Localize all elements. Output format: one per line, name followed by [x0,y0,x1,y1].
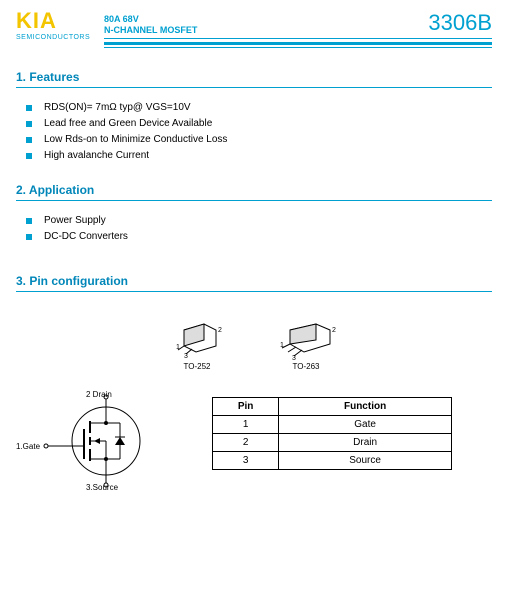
bullet-text: Low Rds-on to Minimize Conductive Loss [44,134,227,145]
bullet-icon [26,121,32,127]
svg-text:3: 3 [184,353,188,360]
svg-text:2: 2 [332,327,336,334]
table-cell: 3 [213,452,279,470]
header: KIA SEMICONDUCTORS 80A 68V N-CHANNEL MOS… [16,10,492,48]
package-to252: 1 3 2 TO-252 [170,320,224,371]
list-item: DC-DC Converters [26,231,492,242]
header-right: 80A 68V N-CHANNEL MOSFET 3306B [104,10,492,48]
table-row: 2 Drain [213,434,452,452]
bottom-row: 2 Drain 1.Gate 3.Source Pin Function 1 G… [16,391,492,493]
section-title-pin-config: 3. Pin configuration [16,274,492,292]
bullet-icon [26,153,32,159]
bullet-text: DC-DC Converters [44,231,128,242]
bullet-icon [26,218,32,224]
header-rule [104,42,492,48]
package-to252-icon: 1 3 2 [170,320,224,360]
list-item: High avalanche Current [26,150,492,161]
package-to263: 1 3 2 TO-263 [274,320,338,371]
svg-text:1: 1 [280,342,284,349]
application-list: Power Supply DC-DC Converters [16,215,492,242]
bullet-icon [26,137,32,143]
package-to263-icon: 1 3 2 [274,320,338,360]
list-item: Lead free and Green Device Available [26,118,492,129]
bullet-icon [26,105,32,111]
part-number: 3306B [428,10,492,36]
table-header-function: Function [279,398,452,416]
table-cell: Gate [279,416,452,434]
svg-text:3: 3 [292,355,296,360]
logo-subtext: SEMICONDUCTORS [16,34,100,41]
package-label: TO-263 [293,362,320,371]
drain-label: 2 Drain [86,391,112,399]
logo-text: KIA [16,10,100,32]
table-row: 1 Gate [213,416,452,434]
svg-text:2: 2 [218,327,222,334]
brand-logo: KIA SEMICONDUCTORS [16,10,100,41]
section-pin-config: 3. Pin configuration 1 3 2 TO-252 [16,274,492,493]
table-cell: Drain [279,434,452,452]
bullet-text: RDS(ON)= 7mΩ typ@ VGS=10V [44,102,191,113]
spec-line-1: 80A 68V [104,14,197,25]
features-list: RDS(ON)= 7mΩ typ@ VGS=10V Lead free and … [16,102,492,161]
gate-label: 1.Gate [16,442,41,451]
spec-lines: 80A 68V N-CHANNEL MOSFET [104,14,197,37]
list-item: RDS(ON)= 7mΩ typ@ VGS=10V [26,102,492,113]
package-label: TO-252 [184,362,211,371]
table-row: 3 Source [213,452,452,470]
table-cell: Source [279,452,452,470]
section-application: 2. Application Power Supply DC-DC Conver… [16,183,492,242]
table-cell: 1 [213,416,279,434]
bullet-icon [26,234,32,240]
mosfet-schematic-icon: 2 Drain 1.Gate 3.Source [16,391,186,491]
bullet-text: Power Supply [44,215,106,226]
packages-row: 1 3 2 TO-252 1 3 2 TO-263 [16,320,492,371]
table-row: Pin Function [213,398,452,416]
bullet-text: High avalanche Current [44,150,149,161]
table-cell: 2 [213,434,279,452]
source-label: 3.Source [86,483,119,491]
bullet-text: Lead free and Green Device Available [44,118,212,129]
header-top-row: 80A 68V N-CHANNEL MOSFET 3306B [104,10,492,39]
svg-text:1: 1 [176,344,180,351]
spec-line-2: N-CHANNEL MOSFET [104,25,197,36]
section-title-features: 1. Features [16,70,492,88]
section-title-application: 2. Application [16,183,492,201]
list-item: Power Supply [26,215,492,226]
mosfet-schematic: 2 Drain 1.Gate 3.Source [16,391,186,493]
section-features: 1. Features RDS(ON)= 7mΩ typ@ VGS=10V Le… [16,70,492,161]
list-item: Low Rds-on to Minimize Conductive Loss [26,134,492,145]
pin-table: Pin Function 1 Gate 2 Drain 3 Source [212,397,452,470]
table-header-pin: Pin [213,398,279,416]
